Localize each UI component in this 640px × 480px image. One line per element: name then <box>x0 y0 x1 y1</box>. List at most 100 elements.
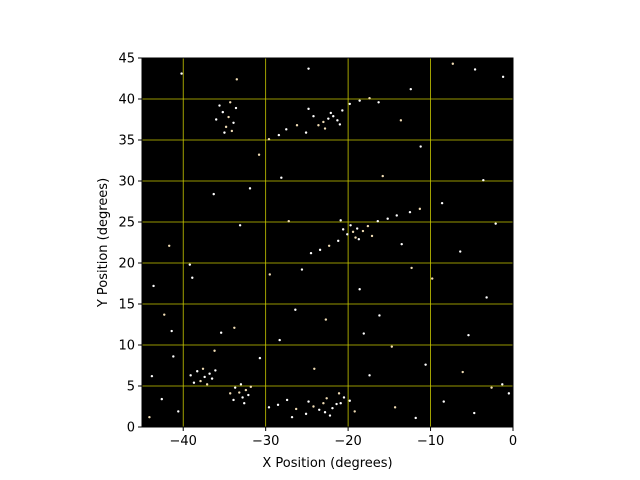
scatter-point <box>442 400 445 403</box>
scatter-point <box>199 379 202 383</box>
plot-frame <box>141 57 514 428</box>
scatter-point <box>494 222 497 225</box>
scatter-point <box>507 392 511 395</box>
scatter-point <box>325 397 328 400</box>
scatter-point <box>189 374 192 377</box>
y-axis-ticks: 0 5 10 15 20 25 30 35 40 45 <box>118 52 142 436</box>
scatter-point <box>408 210 412 214</box>
scatter-point <box>341 228 345 231</box>
scatter-point <box>196 370 199 373</box>
scatter-point <box>490 386 493 389</box>
scatter-point <box>307 67 310 70</box>
scatter-point <box>241 396 244 399</box>
x-tick-label: −20 <box>334 434 361 449</box>
scatter-point <box>267 406 271 409</box>
scatter-point <box>294 308 297 311</box>
scatter-point <box>294 407 298 411</box>
scatter-point <box>278 338 281 342</box>
y-tick-label: 5 <box>127 380 135 395</box>
scatter-point <box>212 192 215 196</box>
x-tick-label: −30 <box>252 434 279 449</box>
scatter-point <box>233 326 236 329</box>
scatter-point <box>210 377 214 380</box>
scatter-point <box>230 129 234 133</box>
scatter-point <box>203 375 206 379</box>
scatter-point <box>307 107 310 111</box>
scatter-point <box>342 396 346 399</box>
scatter-point <box>208 372 211 375</box>
scatter-point <box>304 412 308 416</box>
scatter-point <box>459 250 462 253</box>
scatter-point <box>224 125 228 129</box>
scatter-point <box>461 370 464 374</box>
scatter-point <box>354 236 357 239</box>
scatter-point <box>377 101 380 104</box>
scatter-point <box>386 217 389 220</box>
scatter-point <box>361 229 365 233</box>
scatter-point <box>451 62 455 65</box>
scatter-point <box>205 383 209 386</box>
scatter-point <box>277 133 281 137</box>
scatter-point <box>331 406 334 410</box>
scatter-point <box>351 230 355 234</box>
scatter-point <box>349 224 352 227</box>
scatter-point <box>177 410 180 413</box>
scatter-point <box>152 284 155 288</box>
scatter-point <box>309 251 313 255</box>
scatter-point <box>215 118 218 121</box>
scatter-point <box>358 288 361 291</box>
scatter-point <box>440 201 444 205</box>
scatter-point <box>243 402 246 405</box>
scatter-point <box>339 219 342 222</box>
scatter-point <box>431 277 434 280</box>
scatter-point <box>336 119 339 122</box>
scatter-point <box>219 331 223 334</box>
scatter-point <box>322 120 325 124</box>
scatter-point <box>393 406 397 409</box>
scatter-point <box>378 314 381 317</box>
scatter-point <box>424 363 427 366</box>
scatter-points <box>148 62 511 420</box>
scatter-point <box>414 416 417 420</box>
scatter-point <box>410 266 413 270</box>
scatter-point <box>323 411 327 414</box>
scatter-point <box>229 392 232 395</box>
scatter-point <box>332 115 335 118</box>
scatter-point <box>238 224 242 227</box>
scatter-point <box>327 117 330 120</box>
scatter-point <box>348 399 351 402</box>
scatter-point <box>381 174 384 178</box>
scatter-point <box>248 187 252 190</box>
scatter-point <box>257 153 261 156</box>
scatter-point <box>337 239 340 243</box>
scatter-point <box>501 383 504 386</box>
y-tick-label: 30 <box>118 175 135 190</box>
scatter-point <box>357 238 361 241</box>
scatter-point <box>473 68 477 71</box>
scatter-point <box>368 374 371 377</box>
scatter-point <box>258 356 262 360</box>
scatter-point <box>148 415 151 419</box>
scatter-point <box>473 411 476 415</box>
scatter-point <box>323 127 327 130</box>
scatter-point <box>285 398 289 402</box>
scatter-point <box>285 128 288 131</box>
y-tick-label: 15 <box>118 298 135 313</box>
scatter-point <box>276 403 280 407</box>
scatter-point <box>501 75 505 79</box>
scatter-point <box>170 329 173 333</box>
scatter-point <box>485 296 488 299</box>
y-tick-label: 35 <box>118 134 135 149</box>
scatter-point <box>307 400 310 403</box>
scatter-point <box>399 119 403 122</box>
scatter-point <box>329 111 332 115</box>
scatter-point <box>366 224 370 228</box>
scatter-point <box>312 115 315 118</box>
scatter-point <box>287 219 290 223</box>
scatter-point <box>229 101 232 104</box>
scatter-point <box>362 332 365 335</box>
scatter-point <box>163 313 166 316</box>
y-axis-label: Y Position (degrees) <box>96 178 111 308</box>
scatter-point <box>221 110 224 114</box>
